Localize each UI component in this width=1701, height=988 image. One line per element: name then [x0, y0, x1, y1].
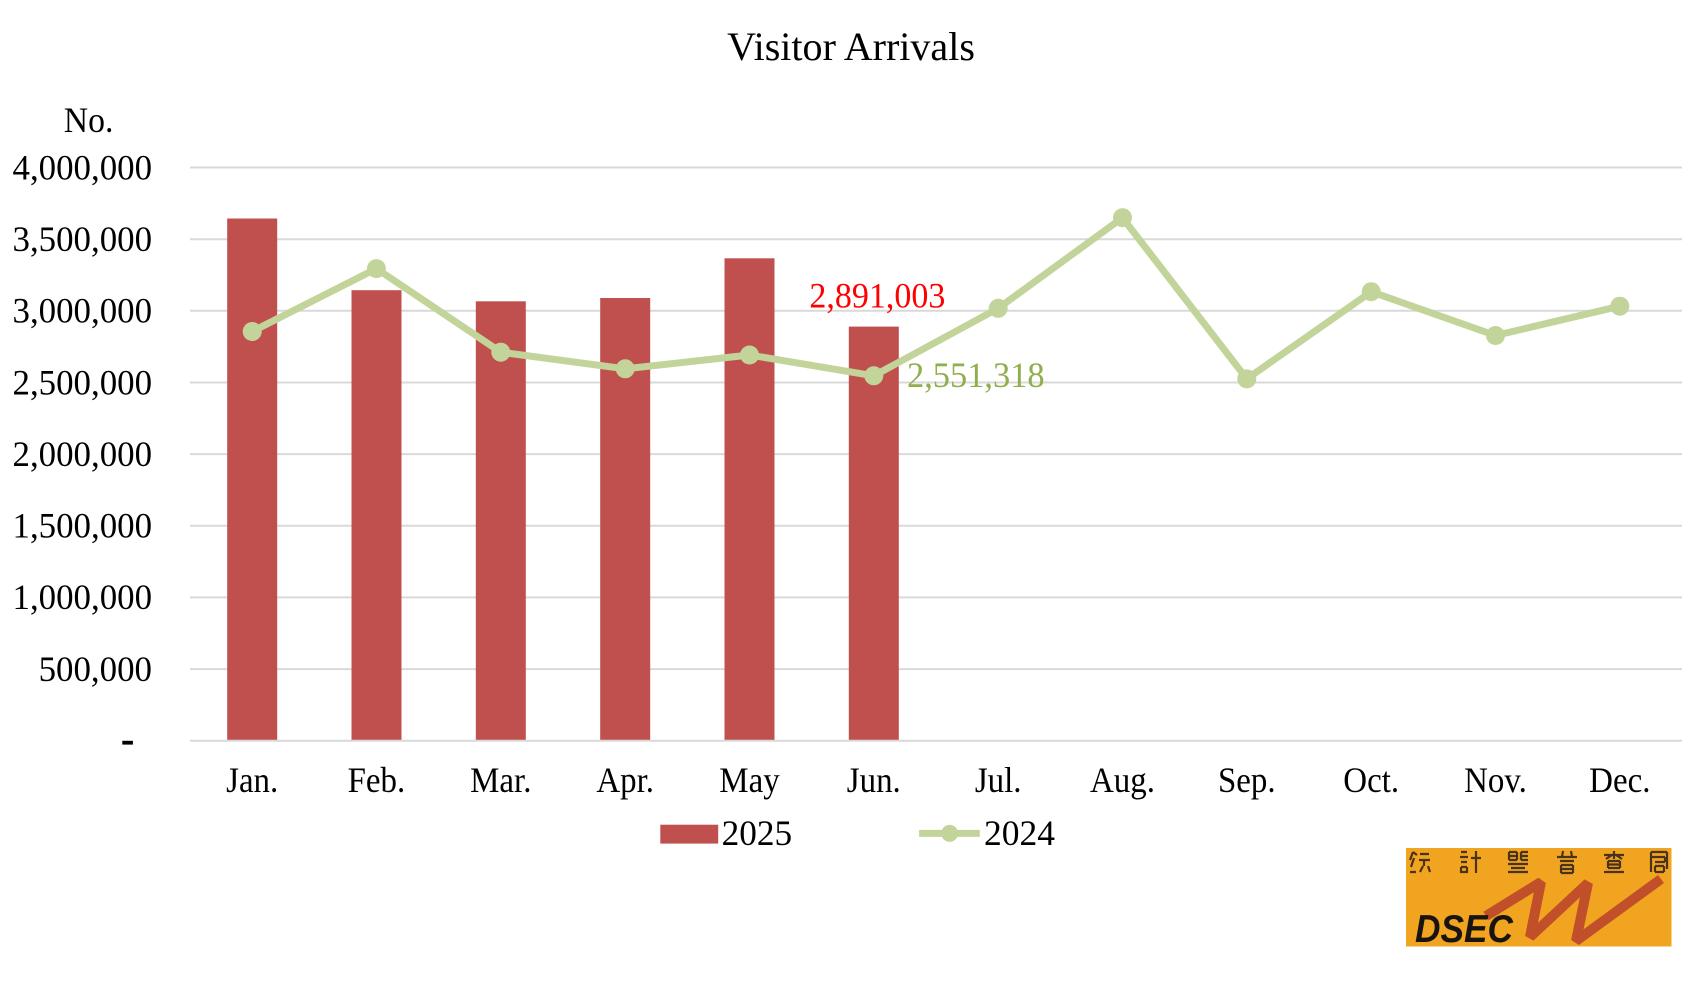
- svg-text:Aug.: Aug.: [1090, 760, 1155, 800]
- svg-text:No.: No.: [64, 100, 114, 140]
- svg-text:2,000,000: 2,000,000: [13, 434, 153, 474]
- svg-text:Sep.: Sep.: [1218, 760, 1276, 800]
- svg-text:Nov.: Nov.: [1464, 760, 1527, 800]
- svg-text:Mar.: Mar.: [470, 760, 531, 800]
- svg-text:Visitor Arrivals: Visitor Arrivals: [727, 24, 975, 69]
- svg-text:3,500,000: 3,500,000: [13, 219, 153, 259]
- svg-text:2,891,003: 2,891,003: [809, 276, 945, 316]
- svg-text:May: May: [719, 760, 779, 800]
- svg-text:500,000: 500,000: [39, 649, 152, 689]
- svg-text:1,500,000: 1,500,000: [13, 506, 153, 546]
- svg-text:1,000,000: 1,000,000: [13, 577, 153, 617]
- svg-text:DSEC: DSEC: [1415, 908, 1514, 951]
- svg-text:2024: 2024: [984, 813, 1055, 853]
- svg-text:Feb.: Feb.: [348, 760, 406, 800]
- svg-text:Jul.: Jul.: [975, 760, 1022, 800]
- svg-text:2025: 2025: [722, 813, 793, 853]
- svg-text:Apr.: Apr.: [596, 760, 654, 800]
- svg-text:3,000,000: 3,000,000: [13, 291, 153, 331]
- svg-text:Oct.: Oct.: [1343, 760, 1399, 800]
- svg-text:Jan.: Jan.: [226, 760, 278, 800]
- svg-text:Dec.: Dec.: [1589, 760, 1650, 800]
- svg-text:2,500,000: 2,500,000: [13, 362, 153, 402]
- svg-text:Jun.: Jun.: [847, 760, 901, 800]
- svg-text:2,551,318: 2,551,318: [907, 355, 1045, 395]
- svg-text:4,000,000: 4,000,000: [13, 147, 153, 187]
